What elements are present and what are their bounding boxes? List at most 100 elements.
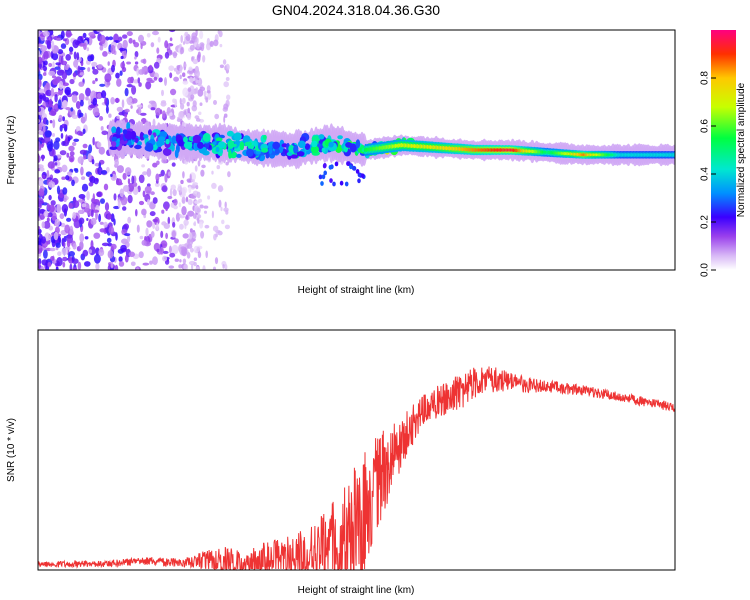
colorbar-gradient [711, 30, 736, 270]
spectrogram-noise-cell [176, 65, 181, 69]
spectrogram-noise-cell [225, 77, 230, 81]
spectrogram-noise-cell [69, 151, 75, 157]
spectrogram-noise-cell [59, 213, 65, 220]
spectrogram-noise-cell [138, 174, 145, 184]
spectrogram-noise-cell [99, 221, 104, 225]
spectrogram-noise-cell [79, 149, 87, 155]
spectrogram-noise-cell [122, 172, 127, 180]
spectrogram-noise-cell [38, 88, 45, 94]
spectrogram-noise-cell [88, 98, 91, 106]
spectrogram-noise-cell [139, 112, 147, 116]
spectrogram-noise-cell [73, 51, 77, 60]
spectrogram-noise-cell [84, 236, 89, 240]
spectrogram-noise-cell [38, 67, 41, 72]
spectrogram-ridge-cell [226, 130, 234, 137]
spectrogram-noise-cell [223, 115, 226, 124]
spectrogram-noise-cell [46, 170, 50, 177]
spectrogram-noise-cell [106, 213, 112, 220]
spectrogram-noise-cell [57, 49, 64, 55]
spectrogram-noise-cell [53, 140, 60, 150]
spectrogram-noise-cell [204, 96, 208, 100]
spectrogram-noise-cell [73, 59, 79, 68]
spectrogram-noise-cell [225, 63, 230, 71]
spectrogram-noise-cell [48, 63, 53, 67]
spectrogram-noise-cell [77, 65, 81, 75]
spectrogram-ridge-cell [310, 145, 319, 154]
spectrogram-ridge-cell [171, 135, 176, 144]
spectrogram-ridge-cell [215, 146, 220, 153]
spectrogram-ridge-cell [296, 151, 305, 157]
spectrogram-noise-cell [217, 30, 220, 34]
spectrogram-noise-cell [90, 217, 97, 226]
spectrogram-noise-cell [55, 62, 61, 66]
spectrogram-noise-cell [88, 249, 92, 254]
spectrogram-noise-cell [89, 104, 96, 109]
spectrogram-noise-cell [162, 255, 168, 262]
spectrogram-noise-cell [195, 70, 200, 78]
spectrogram-noise-cell [100, 198, 105, 204]
spectrogram-ridge-cell [162, 147, 172, 156]
spectrogram-noise-cell [138, 251, 144, 259]
spectrogram-noise-cell [88, 32, 96, 37]
spectrogram-noise-cell [92, 68, 99, 75]
spectrogram-noise-cell [87, 67, 91, 72]
spectrogram-noise-cell [196, 37, 199, 45]
spectrogram-noise-cell [179, 97, 182, 105]
spectrogram-noise-cell [179, 185, 182, 193]
spectrogram-noise-cell [190, 94, 195, 100]
spectrogram-noise-cell [55, 266, 59, 270]
spectrogram-noise-cell [87, 153, 92, 162]
spectrogram-noise-cell [51, 211, 57, 221]
spectrogram-noise-cell [69, 263, 73, 270]
spectrogram-noise-cell [126, 84, 133, 88]
spectrogram-noise-cell [192, 182, 198, 186]
spectrogram-noise-cell [161, 185, 168, 193]
spectrogram-noise-cell [114, 98, 120, 103]
spectrogram-noise-cell [199, 42, 205, 47]
spectrogram-noise-cell [170, 184, 176, 190]
spectrogram-noise-cell [216, 165, 221, 170]
spectrogram-noise-cell [72, 211, 77, 220]
spectrogram-noise-cell [81, 176, 86, 181]
spectrogram-noise-cell [96, 141, 102, 148]
spectrogram-noise-cell [224, 201, 227, 209]
spectrogram-noise-cell [54, 218, 60, 227]
spectrogram-noise-cell [120, 244, 127, 252]
spectrogram-noise-cell [50, 87, 55, 97]
spectrogram-noise-cell [94, 112, 101, 116]
spectrogram-noise-cell [119, 188, 125, 198]
spectrogram-ridge-cell [321, 147, 326, 153]
spectrogram-noise-cell [58, 114, 63, 122]
spectrogram-noise-cell [92, 209, 100, 213]
spectrogram-noise-cell [124, 233, 131, 237]
spectrogram-noise-cell [199, 221, 204, 229]
spectrogram-noise-cell [65, 175, 70, 181]
spectrogram-noise-cell [168, 65, 175, 71]
spectrogram-noise-cell [38, 141, 41, 150]
spectrogram-noise-cell [122, 206, 127, 211]
spectrogram-noise-cell [108, 113, 112, 118]
spectrogram-y-label: Frequency (Hz) [6, 116, 17, 185]
spectrogram-noise-cell [163, 201, 170, 210]
spectrogram-noise-cell [82, 249, 89, 257]
spectrogram-noise-cell [38, 36, 41, 44]
spectrogram-noise-cell [105, 105, 109, 114]
spectrogram-noise-cell [195, 184, 199, 190]
spectrogram-ridge-cell [274, 148, 280, 155]
spectrogram-noise-cell [142, 262, 150, 266]
spectrogram-ridge-cell [355, 139, 361, 149]
spectrogram-noise-cell [55, 137, 61, 143]
spectrogram-noise-cell [211, 182, 217, 189]
spectrogram-ridge-cell [204, 142, 210, 149]
spectrogram-noise-cell [126, 97, 133, 104]
spectrogram-ridge-cell [178, 139, 184, 147]
spectrogram-noise-cell [54, 94, 58, 103]
spectrogram-noise-cell [158, 173, 162, 177]
spectrogram-ridge-cell [134, 137, 139, 143]
spectrogram-noise-cell [78, 93, 85, 102]
spectrogram-noise-cell [65, 107, 71, 111]
spectrogram-ridge-cell [136, 141, 142, 146]
spectrogram-noise-cell [83, 154, 87, 160]
spectrogram-noise-cell [38, 107, 42, 112]
spectrogram-noise-cell [97, 64, 103, 69]
